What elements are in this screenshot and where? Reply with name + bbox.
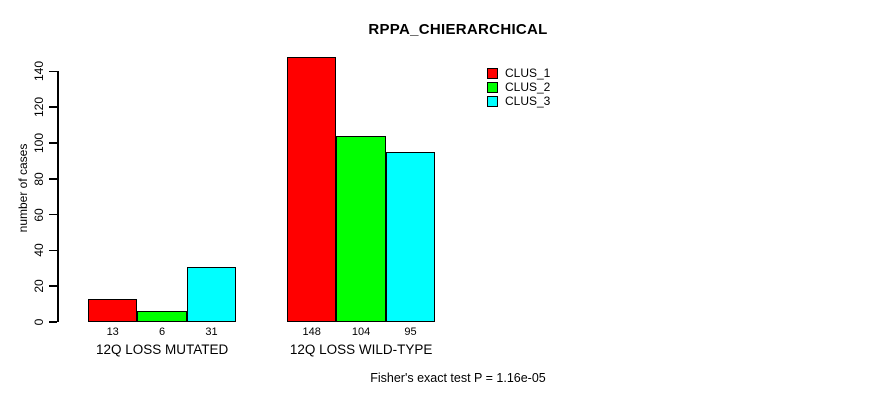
legend-item: CLUS_1 — [487, 66, 550, 80]
stat-annotation: Fisher's exact test P = 1.16e-05 — [370, 371, 546, 385]
y-tick-label: 40 — [32, 243, 46, 258]
legend-swatch — [487, 95, 498, 107]
y-tick-mark — [49, 285, 57, 287]
chart-title: RPPA_CHIERARCHICAL — [368, 21, 548, 38]
bar-clus_3 — [186, 267, 237, 322]
y-tick-mark — [49, 106, 57, 108]
category-label: 12Q LOSS WILD-TYPE — [289, 342, 433, 357]
bar-clus_2 — [137, 311, 187, 322]
y-tick-mark — [49, 70, 57, 73]
legend-swatch — [487, 67, 498, 79]
bar-clus_1 — [287, 57, 337, 322]
bar-clus_3 — [385, 152, 436, 322]
legend-swatch — [487, 81, 498, 93]
legend-label: CLUS_2 — [505, 80, 551, 94]
legend-label: CLUS_3 — [505, 94, 551, 108]
bar-clus_2 — [336, 136, 386, 322]
bar-value-label: 31 — [205, 326, 218, 338]
y-tick-mark — [49, 213, 57, 216]
y-axis-line — [57, 71, 59, 322]
y-tick-label: 80 — [32, 172, 46, 186]
bar-clus_1 — [88, 299, 138, 322]
y-tick-mark — [49, 249, 57, 252]
y-tick-label: 120 — [32, 97, 46, 118]
legend-label: CLUS_1 — [505, 66, 551, 80]
y-tick-mark — [49, 142, 57, 144]
y-tick-label: 0 — [32, 318, 46, 326]
y-tick-label: 100 — [32, 132, 46, 154]
y-tick-label: 60 — [32, 207, 46, 222]
legend-item: CLUS_2 — [487, 80, 550, 94]
bar-value-label: 95 — [404, 326, 417, 338]
y-tick-mark — [49, 321, 57, 323]
bar-value-label: 6 — [159, 326, 166, 338]
legend: CLUS_1 CLUS_2 CLUS_3 — [487, 66, 550, 108]
bar-value-label: 148 — [302, 326, 321, 338]
y-axis-label: number of cases — [16, 143, 30, 233]
legend-item: CLUS_3 — [487, 94, 550, 108]
bar-value-label: 13 — [106, 326, 119, 338]
y-tick-mark — [49, 178, 57, 180]
bar-value-label: 104 — [351, 326, 371, 338]
category-label: 12Q LOSS MUTATED — [95, 342, 229, 357]
y-tick-label: 20 — [32, 279, 46, 293]
y-tick-label: 140 — [32, 61, 46, 82]
